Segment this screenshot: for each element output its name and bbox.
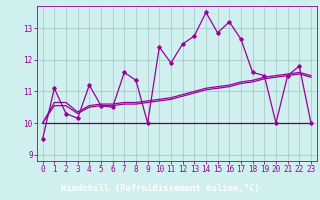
Text: Windchill (Refroidissement éolien,°C): Windchill (Refroidissement éolien,°C) (60, 184, 260, 193)
